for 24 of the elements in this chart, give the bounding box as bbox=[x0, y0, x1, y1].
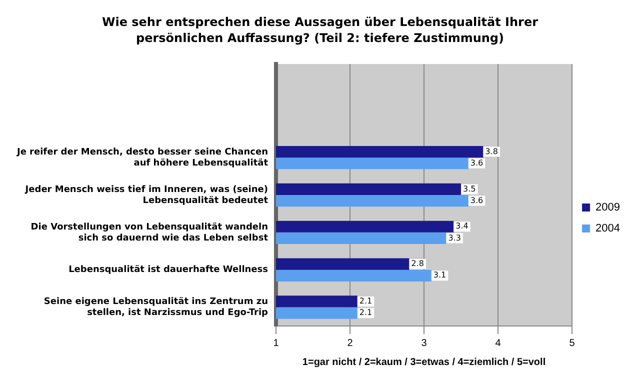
x-tick-label: 4 bbox=[495, 338, 502, 349]
x-tick-label: 2 bbox=[347, 338, 354, 349]
data-label: 3.5 bbox=[463, 184, 476, 194]
y-tick-label: Jeder Mensch weiss tief im Inneren, was (seine) Lebensqualität bedeutet bbox=[24, 184, 269, 206]
y-tick-label: Je reifer der Mensch, desto besser seine Chancen auf höhere Lebensqualität bbox=[16, 147, 269, 168]
legend-label: 2009 bbox=[596, 202, 620, 214]
x-tick-label: 1 bbox=[273, 338, 280, 349]
data-label: 3.6 bbox=[470, 158, 484, 168]
data-label: 3.1 bbox=[433, 270, 446, 280]
data-label: 2.1 bbox=[359, 308, 372, 318]
data-label: 2.1 bbox=[359, 296, 372, 306]
legend-label: 2004 bbox=[596, 222, 620, 235]
data-label: 3.6 bbox=[470, 196, 484, 205]
data-label: 3.3 bbox=[448, 233, 461, 242]
data-label: 2.8 bbox=[411, 259, 424, 268]
y-tick-label: Seine eigene Lebensqualität ins Zentrum zu stellen, ist Narzissmus und Ego-Trip bbox=[44, 297, 269, 318]
data-label: 3.4 bbox=[456, 222, 468, 231]
y-tick-label: Lebensqualität ist dauerhafte Wellness bbox=[68, 265, 268, 276]
y-tick-label: Die Vorstellungen von Lebensqualität wandeln sich so dauernd wie das Leben selbst bbox=[30, 222, 269, 244]
chart-title: Wie sehr entsprechen diese Aussagen über Lebensqualität Ihrer persönlichen Auffassung? (Teil 2: tiefere Zustimmung) bbox=[100, 14, 540, 47]
x-tick-label: 3 bbox=[421, 338, 428, 349]
x-tick-label: 5 bbox=[569, 338, 576, 349]
data-label: 3.8 bbox=[485, 146, 498, 156]
x-axis-title: 1=gar nicht / 2=kaum / 3=etwas / 4=ziemlich / 5=voll bbox=[302, 356, 546, 368]
